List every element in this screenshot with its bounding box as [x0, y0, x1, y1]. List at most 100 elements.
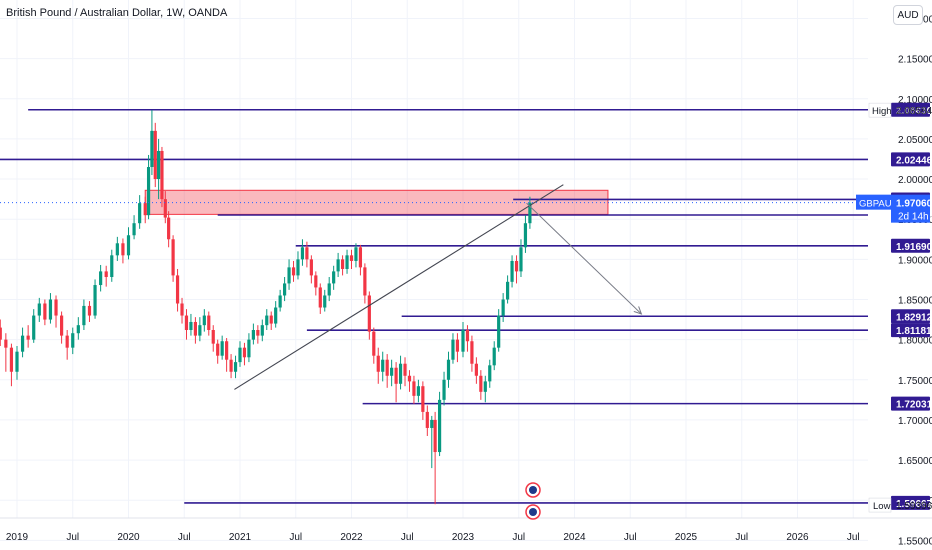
- candle-body: [433, 419, 437, 453]
- candle-body: [390, 367, 394, 376]
- low-tag-box: [868, 497, 892, 513]
- candle-body: [225, 341, 229, 360]
- candle-body: [20, 335, 25, 352]
- candle-body: [110, 255, 114, 278]
- candle-body: [260, 325, 264, 336]
- candle-body: [76, 325, 80, 334]
- candle-body: [421, 386, 425, 412]
- candle-body: [4, 339, 8, 348]
- candle-body: [160, 150, 164, 200]
- candle-body: [451, 339, 455, 360]
- candle-body: [269, 315, 273, 324]
- candle-body: [126, 235, 131, 256]
- candle-body: [425, 411, 429, 428]
- candle-body: [488, 365, 492, 382]
- candle-body: [242, 347, 247, 358]
- level-label-text: 1.91690: [896, 242, 932, 253]
- candle-body: [202, 315, 206, 326]
- candle-body: [479, 375, 483, 392]
- x-tick-label: Jul: [735, 532, 748, 543]
- x-tick-label: Jul: [401, 532, 414, 543]
- candle-body: [157, 150, 161, 180]
- candle-body: [349, 255, 354, 261]
- candle-body: [207, 315, 211, 330]
- candle-body: [71, 333, 75, 348]
- level-label-box: [891, 396, 930, 411]
- y-tick-label: 1.85000: [898, 295, 932, 306]
- candle-body: [461, 330, 465, 352]
- candle-body: [358, 247, 363, 268]
- y-tick-label: 1.90000: [898, 255, 932, 266]
- projection-arrow-line: [526, 202, 642, 315]
- candle-body: [48, 299, 53, 320]
- low-price-text: 1.59396: [896, 501, 932, 512]
- drawings: [0, 184, 868, 390]
- candle-body: [26, 335, 30, 340]
- candle-body: [121, 243, 125, 256]
- candle-body: [247, 339, 251, 358]
- candle-body: [430, 419, 434, 428]
- x-tick-label: 2022: [340, 532, 363, 543]
- candle-body: [0, 327, 2, 340]
- candle-body: [528, 202, 532, 224]
- economic-event-flag-icon: [529, 486, 537, 494]
- horizontal-levels: [0, 108, 868, 504]
- y-tick-label: 1.75000: [898, 376, 932, 387]
- y-tick-label: 1.80000: [898, 336, 932, 347]
- level-label-box: [891, 309, 930, 324]
- candle-body: [367, 295, 371, 332]
- event-markers: [525, 482, 541, 520]
- candle-body: [99, 271, 103, 286]
- candle-body: [167, 217, 171, 240]
- candle-body: [340, 259, 345, 269]
- candle-body: [323, 295, 327, 308]
- candle-body: [455, 339, 460, 352]
- candle-body: [412, 381, 416, 396]
- y-tick-label: 1.65000: [898, 456, 932, 467]
- candle-body: [37, 303, 41, 316]
- candle-body: [354, 247, 358, 261]
- y-tick-label: 2.10000: [898, 95, 932, 106]
- candle-body: [146, 167, 151, 216]
- x-tick-label: 2019: [6, 532, 29, 543]
- price-axis[interactable]: 2.200002.150002.100002.050002.000001.950…: [856, 14, 932, 547]
- candle-body: [184, 315, 189, 330]
- current-price-text: 1.97060: [896, 199, 932, 210]
- chart-title: British Pound / Australian Dollar, 1W, O…: [6, 7, 228, 19]
- candle-body: [283, 283, 287, 296]
- candle-body: [300, 247, 305, 260]
- candle-body: [442, 379, 446, 400]
- candle-body: [216, 343, 220, 356]
- low-tag-text: Low: [873, 501, 891, 512]
- candle-body: [150, 130, 154, 168]
- candle-body: [332, 271, 336, 284]
- candle-body: [474, 363, 478, 376]
- candle-body: [327, 283, 331, 296]
- candle-body: [416, 386, 420, 396]
- candle-body: [305, 247, 309, 260]
- time-axis[interactable]: 2019 Jul 2020 Jul 2021 Jul 2022 Jul 2023 Jul 2024 J…: [0, 517, 932, 543]
- currency-button[interactable]: AUD: [893, 5, 923, 25]
- candle-body: [376, 355, 380, 372]
- y-tick-label: 2.05000: [898, 135, 932, 146]
- candle-body: [506, 281, 510, 300]
- high-tag-text: High: [872, 106, 892, 117]
- candle-body: [465, 330, 470, 342]
- candle-body: [492, 347, 496, 366]
- current-price-box: [891, 194, 930, 223]
- candlesticks: [0, 110, 532, 505]
- candle-body: [345, 255, 349, 269]
- candle-body: [233, 362, 238, 372]
- candle-body: [171, 239, 175, 276]
- candle-body: [143, 203, 147, 216]
- candle-body: [470, 341, 474, 364]
- candle-body: [175, 275, 180, 304]
- candle-body: [15, 351, 19, 372]
- x-tick-label: 2020: [117, 532, 140, 543]
- candle-body: [385, 359, 389, 376]
- candle-body: [32, 315, 36, 340]
- level-label-box: [891, 152, 930, 167]
- candle-body: [446, 359, 451, 380]
- candle-body: [309, 259, 313, 276]
